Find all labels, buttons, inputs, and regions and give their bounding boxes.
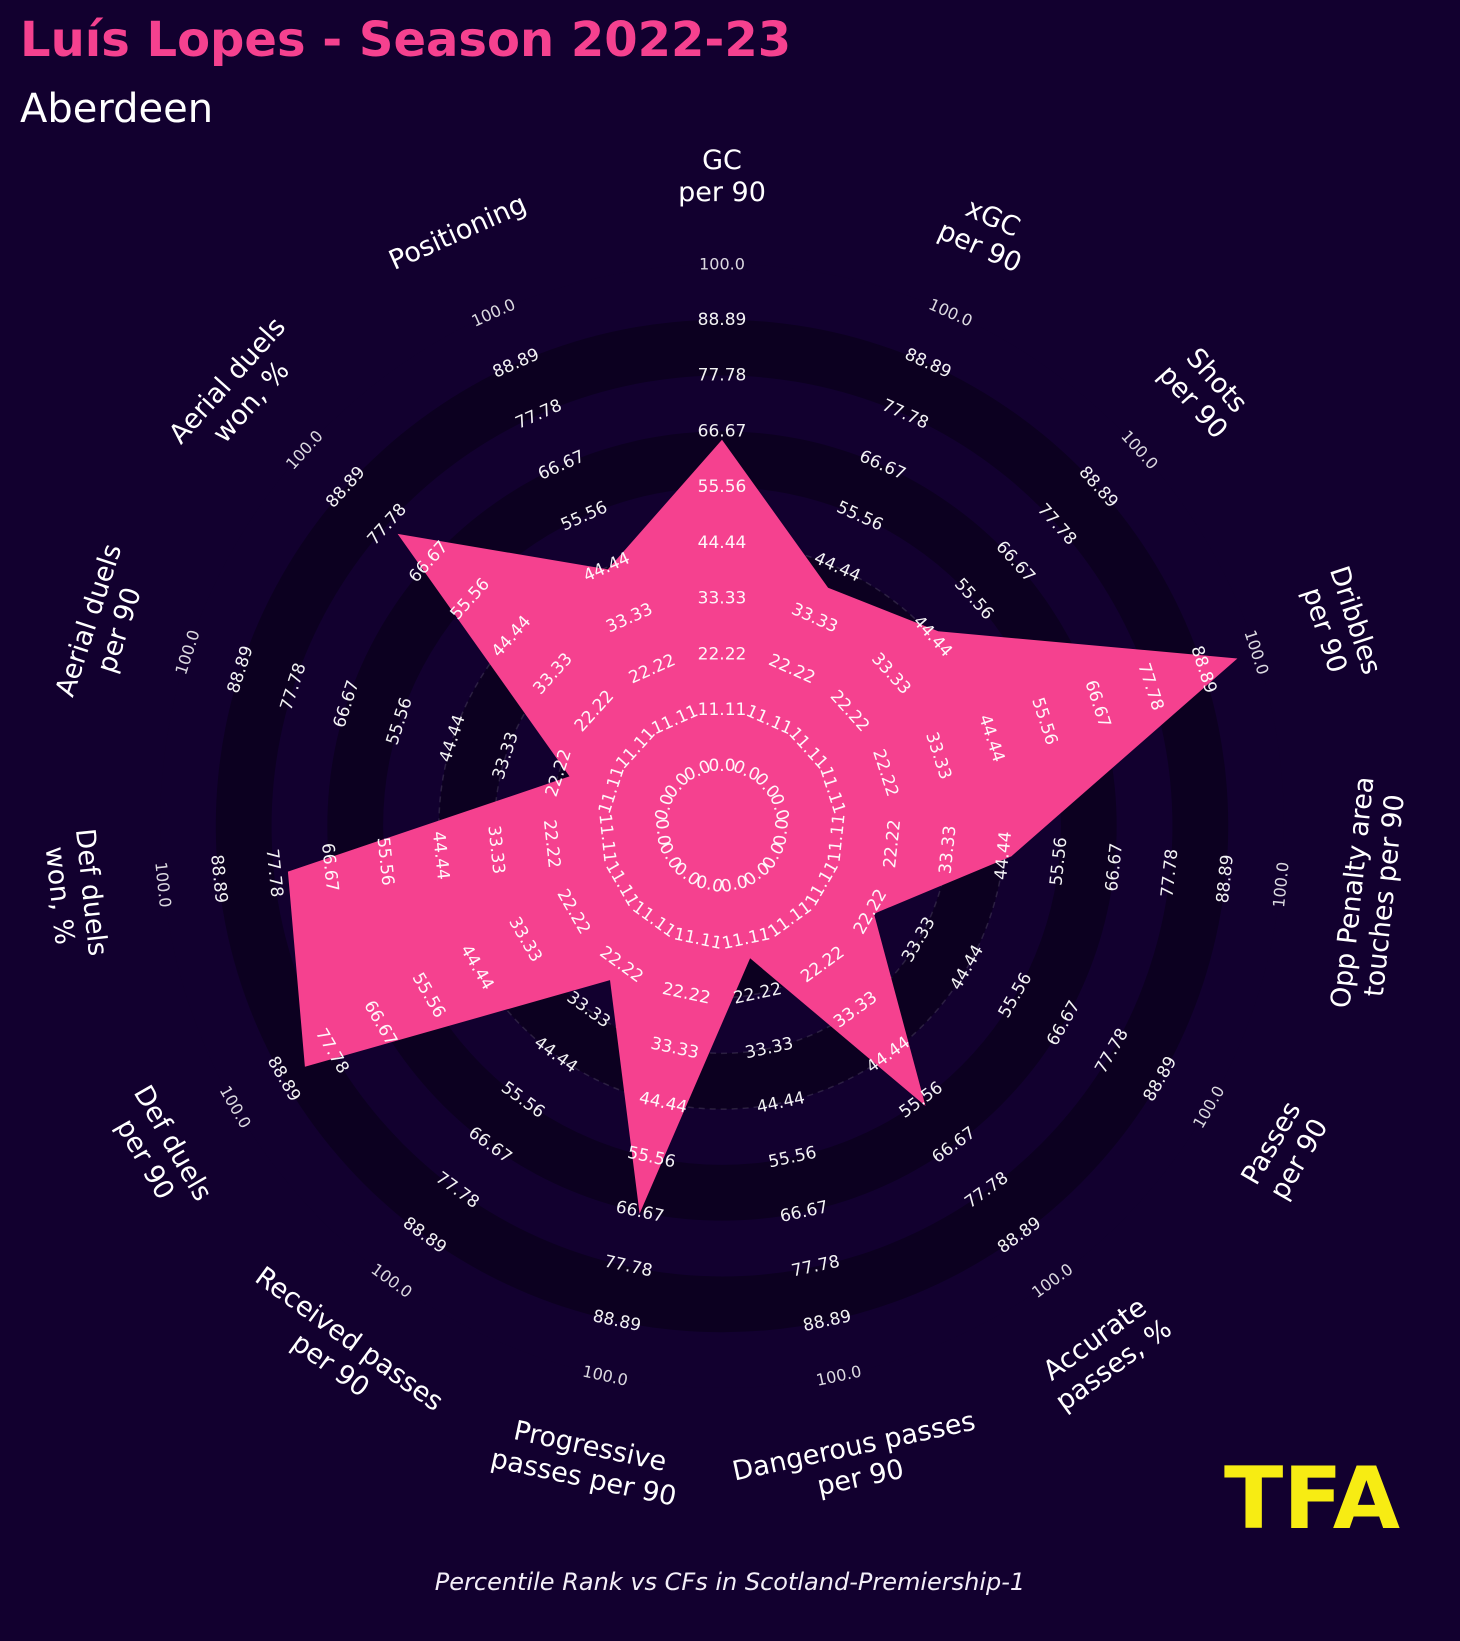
radar-tick-label: 100.0 — [699, 255, 745, 274]
radar-tick-label: 33.33 — [698, 589, 747, 609]
radar-category-label: Def duelswon, % — [37, 827, 113, 961]
chart-subtitle: Aberdeen — [20, 86, 214, 132]
radar-category-label-line: GC — [702, 145, 742, 176]
radar-category-label-line: Positioning — [384, 189, 531, 277]
radar-category-label-line: per 90 — [678, 177, 766, 208]
footer-note: Percentile Rank vs CFs in Scotland-Premi… — [434, 1568, 1026, 1596]
radar-category-label: Def duelsper 90 — [99, 1080, 218, 1222]
radar-category-label: Dangerous passesper 90 — [730, 1406, 985, 1519]
tfa-logo: TFA — [1224, 1456, 1400, 1536]
radar-tick-label: 22.22 — [698, 644, 747, 664]
radar-category-label: Opp Penalty areatouches per 90 — [1325, 775, 1412, 1013]
radar-tick-label: 11.11 — [698, 700, 747, 720]
radar-tick-label: 0.0 — [770, 818, 793, 847]
radar-tick-label: 0.0 — [708, 756, 735, 776]
radar-category-label: Passesper 90 — [1235, 1096, 1335, 1206]
radar-tick-label: 44.44 — [698, 533, 747, 553]
radar-tick-label: 100.0 — [1269, 861, 1293, 909]
radar-category-label: Accuratepasses, % — [1031, 1287, 1178, 1418]
radar-tick-label: 55.56 — [698, 477, 747, 497]
radar-category-label: Positioning — [384, 189, 531, 277]
chart-title: Luís Lopes - Season 2022-23 — [20, 12, 792, 68]
radar-category-label: Shotsper 90 — [1152, 338, 1258, 445]
radar-tick-label: 100.0 — [151, 861, 175, 909]
player-polygon — [287, 439, 1238, 1214]
tfa-logo-text: TFA — [1224, 1456, 1400, 1536]
radar-category-label: GC per 90 — [678, 145, 766, 208]
radar-category-label: Progressivepasses per 90 — [488, 1412, 686, 1513]
radar-category-label: xGCper 90 — [933, 186, 1039, 279]
radar-tick-label: 88.89 — [698, 310, 747, 330]
radar-tick-label: 66.67 — [698, 421, 747, 441]
radar-tick-label: 0.0 — [651, 818, 674, 847]
radar-category-label: Dribblesper 90 — [1292, 562, 1386, 688]
radar-category-label: Aerial duelsper 90 — [50, 540, 159, 710]
radar-tick-label: 77.78 — [698, 366, 747, 386]
